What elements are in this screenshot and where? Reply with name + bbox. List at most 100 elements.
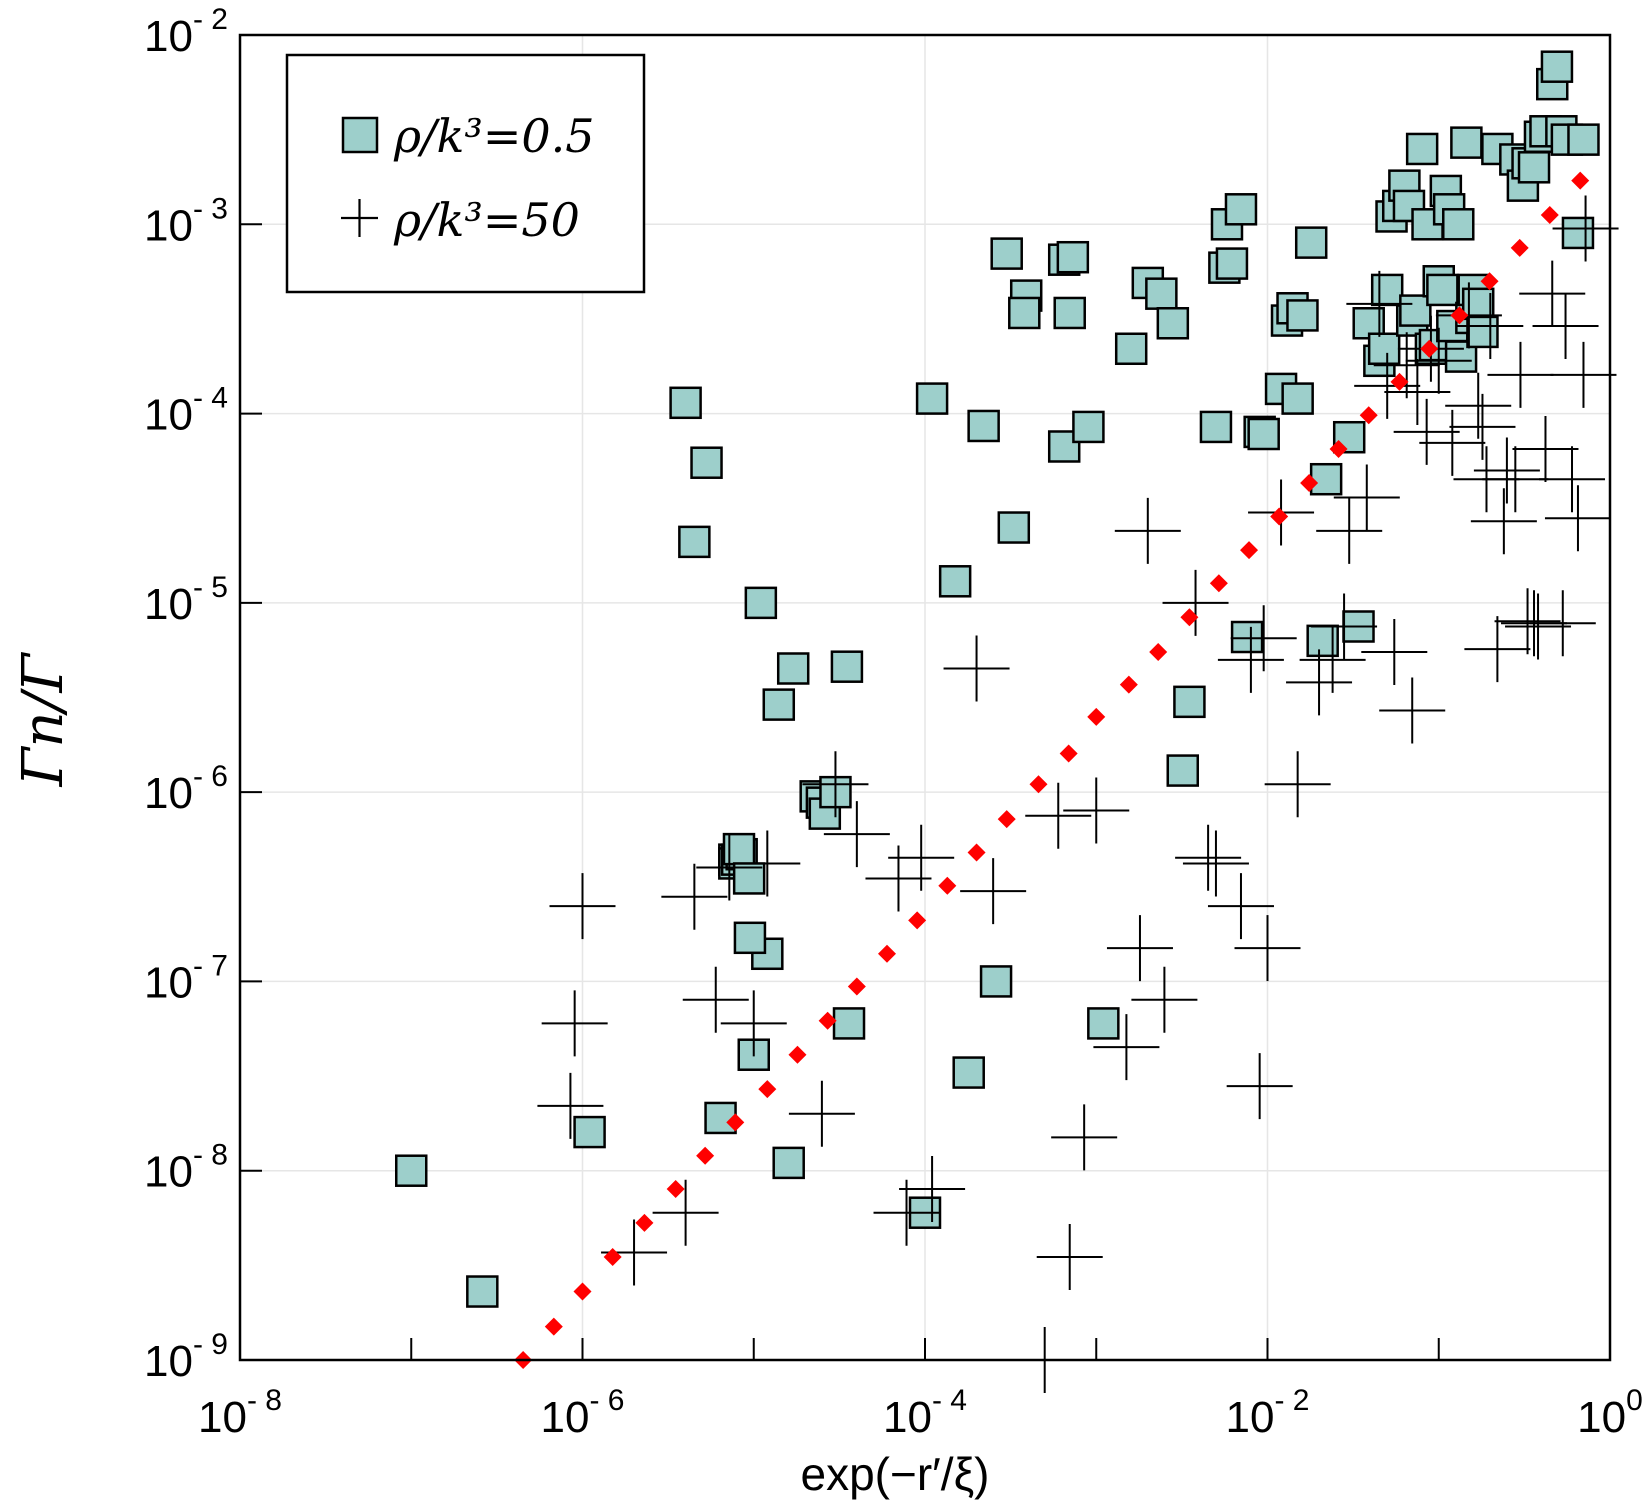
data-point-square xyxy=(1294,226,1328,259)
data-point-square xyxy=(990,237,1023,270)
data-point-diamond xyxy=(1571,171,1590,190)
data-point-plus xyxy=(682,966,749,1033)
data-point-plus xyxy=(1299,626,1366,693)
data-point-diamond xyxy=(938,876,957,895)
series-squares xyxy=(395,50,1600,1308)
data-point-plus xyxy=(888,824,955,891)
data-point-diamond xyxy=(1300,473,1319,492)
data-point-plus xyxy=(1487,341,1554,408)
data-point-square xyxy=(1561,216,1595,250)
data-point-diamond xyxy=(1480,272,1499,291)
data-point-plus xyxy=(1532,293,1599,360)
data-point-diamond xyxy=(1390,372,1409,391)
data-point-diamond xyxy=(758,1080,777,1099)
data-point-square xyxy=(466,1275,499,1308)
data-point-plus xyxy=(696,834,763,901)
data-point-diamond xyxy=(1510,238,1529,257)
data-point-plus xyxy=(1354,352,1421,419)
data-point-plus xyxy=(1464,616,1531,683)
data-point-diamond xyxy=(696,1146,715,1165)
data-point-diamond xyxy=(573,1282,592,1301)
series-plus xyxy=(537,195,1619,1393)
x-tick-labels: 10- 8 10- 6 10- 4 10- 2 100 xyxy=(198,1384,1643,1442)
y-tick-label: 10- 5 xyxy=(144,571,228,629)
data-point-plus xyxy=(1063,777,1130,844)
data-point-plus xyxy=(1445,372,1512,439)
y-tick-label: 10- 2 xyxy=(144,3,228,61)
data-point-square xyxy=(1008,296,1041,330)
data-point-diamond xyxy=(1329,439,1348,458)
data-point-plus xyxy=(1519,260,1586,327)
data-point-plus xyxy=(1405,327,1472,394)
data-point-square xyxy=(573,1115,606,1149)
data-point-plus xyxy=(1114,497,1181,564)
data-point-square xyxy=(832,1007,866,1040)
legend-marker-square xyxy=(341,116,379,154)
data-point-plus xyxy=(1051,1104,1118,1171)
data-point-diamond xyxy=(908,911,927,930)
data-point-plus xyxy=(1512,415,1579,482)
data-point-square xyxy=(1426,273,1459,307)
data-point-plus xyxy=(1529,590,1596,657)
ticks xyxy=(239,34,1611,1361)
data-point-square xyxy=(678,525,711,559)
data-point-square xyxy=(1145,277,1178,310)
y-tick-label: 10- 4 xyxy=(144,382,228,440)
data-point-plus xyxy=(537,1072,604,1139)
data-point-square xyxy=(1567,123,1600,156)
data-point-plus xyxy=(1373,332,1440,399)
data-point-plus xyxy=(1550,341,1617,408)
legend-marker-plus xyxy=(341,199,378,237)
data-point-square xyxy=(1247,417,1280,451)
data-point-square xyxy=(1399,294,1432,327)
data-point-square xyxy=(1215,247,1249,280)
data-point-square xyxy=(704,1101,737,1135)
data-point-plus xyxy=(541,990,608,1057)
data-point-plus xyxy=(1175,824,1242,891)
data-point-plus xyxy=(720,990,787,1057)
data-point-square xyxy=(1114,332,1148,366)
data-point-plus xyxy=(1207,873,1274,940)
data-point-diamond xyxy=(997,810,1016,829)
data-point-diamond xyxy=(1450,306,1469,325)
data-point-plus xyxy=(734,830,801,897)
data-point-plus xyxy=(1393,398,1460,465)
legend-label-1: ρ/k³=50 xyxy=(393,193,580,247)
data-point-plus xyxy=(1333,464,1400,531)
data-point-plus xyxy=(1449,393,1516,460)
data-point-square xyxy=(1540,50,1574,83)
data-point-square xyxy=(1367,332,1401,366)
data-point-plus xyxy=(1131,966,1198,1033)
data-point-diamond xyxy=(666,1180,685,1199)
data-point-diamond xyxy=(1540,205,1559,224)
data-point-plus xyxy=(1539,446,1606,513)
data-point-square xyxy=(1370,273,1404,307)
data-point-square xyxy=(1166,754,1200,787)
data-point-diamond xyxy=(1359,406,1378,425)
data-point-square xyxy=(1224,193,1258,226)
data-point-square xyxy=(979,965,1013,998)
data-point-square xyxy=(395,1154,428,1187)
data-point-diamond xyxy=(1029,775,1048,794)
data-point-plus xyxy=(1264,751,1331,818)
data-point-square xyxy=(1199,410,1233,444)
data-point-diamond xyxy=(603,1248,622,1267)
data-point-square xyxy=(1461,287,1495,321)
y-tick-label: 10- 7 xyxy=(144,949,228,1007)
data-point-diamond xyxy=(1240,541,1259,560)
legend: ρ/k³=0.5 ρ/k³=50 xyxy=(285,53,646,294)
data-point-plus xyxy=(899,1156,966,1223)
data-point-plus xyxy=(1036,1224,1103,1291)
data-point-plus xyxy=(1473,437,1540,504)
y-axis-label: Γn/Γ xyxy=(11,652,76,788)
data-point-plus xyxy=(960,858,1027,925)
data-point-square xyxy=(1173,685,1206,719)
data-point-plus xyxy=(823,801,890,868)
x-axis-label: exp(−r′/ξ) xyxy=(801,1448,990,1500)
data-point-square xyxy=(1442,208,1475,241)
data-point-plus xyxy=(943,635,1010,702)
data-point-square xyxy=(1156,307,1190,340)
data-point-diamond xyxy=(967,843,986,862)
data-point-square xyxy=(1056,240,1090,274)
data-point-plus xyxy=(1162,569,1229,636)
